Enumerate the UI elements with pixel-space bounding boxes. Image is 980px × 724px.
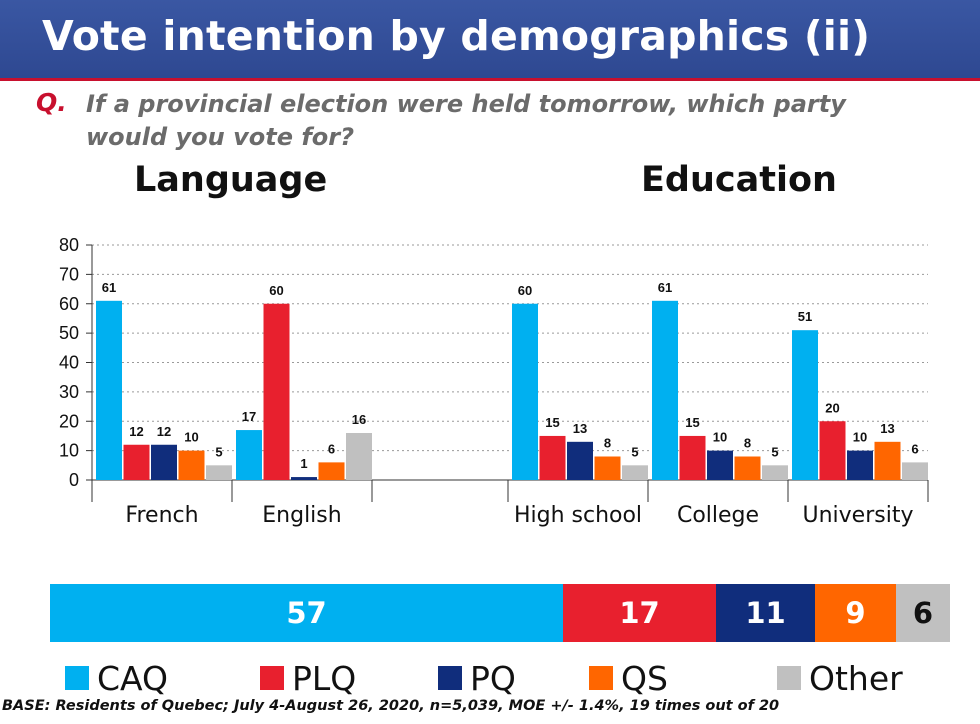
legend-swatch [777, 666, 801, 690]
category-label: High school [514, 503, 642, 528]
data-label: 15 [545, 415, 559, 430]
bar-other [206, 465, 232, 480]
data-label: 13 [573, 421, 587, 436]
question-text: If a provincial election were held tomor… [86, 90, 846, 151]
education-heading: Education [641, 160, 837, 200]
legend-item-caq: CAQ [65, 658, 168, 698]
bar-plq [539, 435, 566, 480]
legend-item-plq: PLQ [260, 658, 356, 698]
y-tick-label: 70 [59, 264, 79, 284]
legend-label: PLQ [292, 658, 357, 698]
data-label: 60 [518, 283, 532, 298]
bar-qs [318, 462, 345, 480]
overall-segment-pq: 11 [716, 584, 815, 642]
legend-item-qs: QS [589, 658, 668, 698]
bar-plq [679, 435, 706, 480]
language-heading: Language [134, 160, 328, 200]
title-bar: Vote intention by demographics (ii) [0, 0, 980, 81]
y-tick-label: 10 [59, 441, 79, 461]
data-label: 1 [300, 456, 307, 471]
bar-plq [819, 421, 846, 480]
y-tick-label: 50 [59, 323, 79, 343]
legend-label: CAQ [97, 658, 169, 698]
y-tick-label: 20 [59, 411, 79, 431]
data-label: 17 [242, 409, 256, 424]
bar-caq [512, 303, 538, 480]
legend-item-other: Other [777, 658, 903, 698]
data-label: 12 [129, 424, 143, 439]
data-label: 10 [713, 430, 727, 445]
overall-segment-caq: 57 [50, 584, 563, 642]
bar-pq [847, 450, 873, 480]
overall-segment-qs: 9 [815, 584, 896, 642]
category-label: English [262, 503, 341, 528]
data-label: 6 [911, 441, 918, 456]
data-label: 61 [658, 280, 672, 295]
overall-stacked-bar: 57 17 11 9 6 [50, 584, 950, 642]
bar-caq [96, 300, 122, 480]
data-label: 5 [771, 444, 778, 459]
bar-plq [123, 444, 150, 480]
legend-swatch [260, 666, 284, 690]
data-label: 16 [352, 412, 366, 427]
bar-pq [567, 441, 593, 480]
data-label: 20 [825, 400, 839, 415]
data-label: 5 [215, 444, 222, 459]
bar-other [346, 433, 372, 480]
category-label: University [803, 503, 914, 528]
data-label: 15 [685, 415, 699, 430]
legend-swatch [589, 666, 613, 690]
data-label: 60 [269, 283, 283, 298]
data-label: 5 [631, 444, 638, 459]
bar-qs [874, 441, 901, 480]
legend-label: QS [621, 658, 668, 698]
bar-qs [178, 450, 205, 480]
bar-other [902, 462, 928, 480]
footnote: BASE: Residents of Quebec; July 4-August… [2, 698, 780, 714]
data-label: 6 [328, 441, 335, 456]
bar-qs [594, 456, 621, 480]
bar-pq [707, 450, 733, 480]
data-label: 61 [102, 280, 116, 295]
data-label: 12 [157, 424, 171, 439]
legend-swatch [65, 666, 89, 690]
legend-label: PQ [470, 658, 516, 698]
category-label: French [125, 503, 198, 528]
bar-plq [263, 303, 290, 480]
legend-item-pq: PQ [438, 658, 516, 698]
data-label: 13 [880, 421, 894, 436]
category-label: College [677, 503, 759, 528]
legend: CAQ PLQ PQ QS Other [65, 658, 965, 698]
data-label: 51 [798, 309, 812, 324]
overall-segment-plq: 17 [563, 584, 716, 642]
question-label: Q. [36, 88, 67, 117]
bar-qs [734, 456, 761, 480]
legend-label: Other [809, 658, 903, 698]
y-tick-label: 60 [59, 294, 79, 314]
bar-caq [652, 300, 678, 480]
y-tick-label: 80 [59, 235, 79, 255]
bar-other [622, 465, 648, 480]
legend-swatch [438, 666, 462, 690]
data-label: 8 [744, 436, 751, 451]
y-tick-label: 40 [59, 353, 79, 373]
data-label: 10 [184, 430, 198, 445]
y-tick-label: 0 [69, 470, 79, 490]
bar-other [762, 465, 788, 480]
overall-segment-other: 6 [896, 584, 950, 642]
y-tick-label: 30 [59, 382, 79, 402]
bar-caq [236, 430, 262, 480]
data-label: 10 [853, 430, 867, 445]
data-label: 8 [604, 436, 611, 451]
bar-pq [291, 477, 317, 480]
slide-title: Vote intention by demographics (ii) [42, 12, 871, 60]
bar-pq [151, 444, 177, 480]
bar-caq [792, 330, 818, 480]
